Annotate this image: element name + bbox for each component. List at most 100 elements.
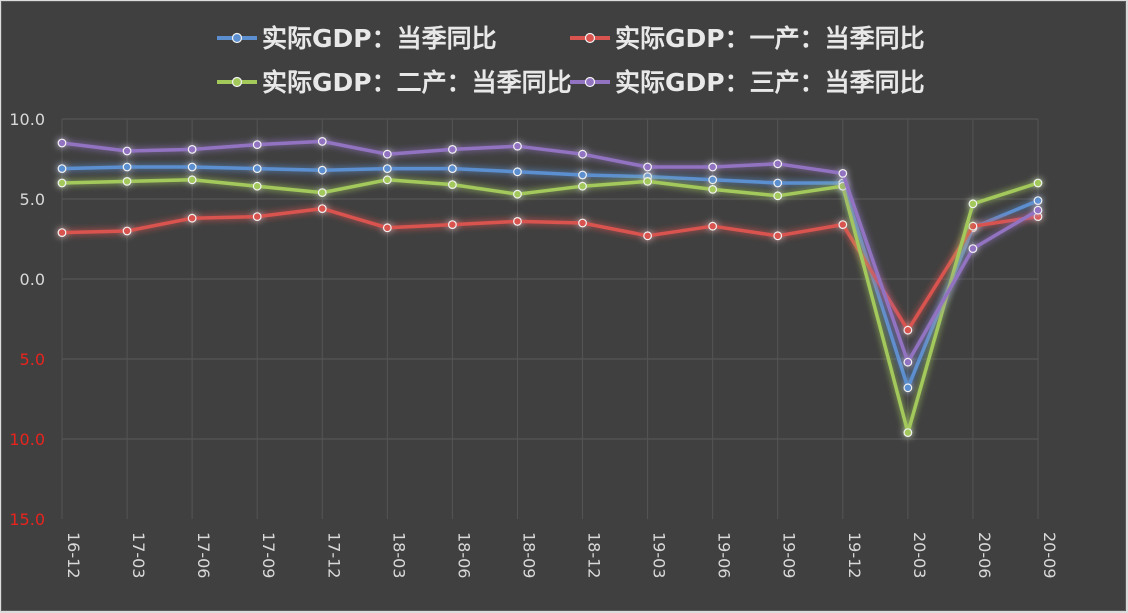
data-point [317,165,327,175]
series-2 [57,204,1043,335]
x-tick-label: 19-06 [715,532,734,579]
data-point [513,216,522,226]
data-point [773,191,783,201]
data-point [317,204,327,214]
y-tick-label: 10.0 [9,110,45,129]
data-point [1033,196,1043,206]
data-point [643,231,652,241]
series-1 [57,162,1043,393]
data-point [968,199,978,209]
data-point [643,162,652,172]
data-point [838,220,848,230]
data-point [578,149,587,159]
y-tick-label: 0.0 [20,270,45,289]
legend-item-2[interactable]: 实际GDP：一产：当季同比 [570,24,925,53]
data-point [122,226,132,236]
data-point [1033,178,1043,188]
y-tick-label: 15.0 [9,510,45,529]
data-point [57,138,67,148]
data-point [708,162,718,172]
legend-label: 实际GDP：当季同比 [262,24,497,53]
data-point [513,141,522,151]
data-point [382,175,392,185]
y-tick-label: 5.0 [20,350,45,369]
data-point [57,164,67,174]
data-point [252,164,262,174]
data-point [122,176,132,186]
data-point [122,162,132,172]
legend-swatch-marker [231,32,243,44]
legend-item-3[interactable]: 实际GDP：二产：当季同比 [217,68,572,97]
data-point [708,175,718,185]
data-point [513,189,522,199]
data-point [773,178,783,188]
legend-swatch-marker [584,76,596,88]
data-point [903,325,913,335]
legend-label: 实际GDP：三产：当季同比 [615,68,925,97]
data-point [643,176,652,186]
series-line [61,178,1039,435]
x-tick-label: 19-09 [780,532,799,579]
data-point [578,181,587,191]
data-point [187,144,197,154]
series-line [61,206,1039,332]
legend-swatch-marker [584,32,596,44]
legend-swatch-marker [231,76,243,88]
data-point [708,221,718,231]
series-line [61,165,1039,390]
x-tick-label: 20-06 [975,532,994,579]
x-tick-label: 16-12 [64,532,83,579]
series-3 [57,175,1043,438]
legend-label: 实际GDP：二产：当季同比 [262,68,572,97]
data-point [773,159,783,169]
data-point [187,213,197,223]
y-axis: 10.0 5.0 0.0 5.0 10.0 15.0 [9,110,45,529]
data-point [57,178,67,188]
x-tick-label: 18-09 [519,532,538,579]
data-point [578,170,587,180]
data-point [187,162,197,172]
data-point [448,144,457,154]
data-point [187,175,197,185]
x-tick-label: 18-12 [585,532,604,579]
y-tick-label: 10.0 [9,430,45,449]
data-point [708,184,718,194]
data-point [317,136,327,146]
data-point [448,164,457,174]
legend-item-1[interactable]: 实际GDP：当季同比 [217,24,497,53]
legend-label: 实际GDP：一产：当季同比 [615,24,925,53]
data-point [382,164,392,174]
data-point [773,231,783,241]
x-tick-label: 20-03 [910,532,929,579]
data-point [252,181,262,191]
data-point [838,168,848,178]
x-tick-label: 19-12 [845,532,864,579]
x-tick-label: 17-09 [259,532,278,579]
data-point [382,149,392,159]
data-point [448,180,457,190]
x-tick-label: 17-06 [194,532,213,579]
x-tick-label: 20-09 [1040,532,1059,579]
data-point [448,220,457,230]
data-point [903,428,913,438]
data-point [968,221,978,231]
x-axis: 16-12 17-03 17-06 17-09 17-12 18-03 18-06 18-09… [64,532,1059,579]
series-4 [57,136,1043,367]
data-point [1033,205,1043,215]
legend-item-4[interactable]: 实际GDP：三产：当季同比 [570,68,925,97]
x-tick-label: 17-12 [324,532,343,579]
data-point [252,212,262,222]
series-line [61,139,1039,364]
data-point [513,167,522,177]
data-point [578,218,587,228]
data-point [122,146,132,156]
data-point [903,383,913,393]
data-point [968,244,978,254]
x-tick-label: 18-06 [454,532,473,579]
data-point [317,188,327,198]
data-point [903,357,913,367]
x-tick-label: 18-03 [389,532,408,579]
